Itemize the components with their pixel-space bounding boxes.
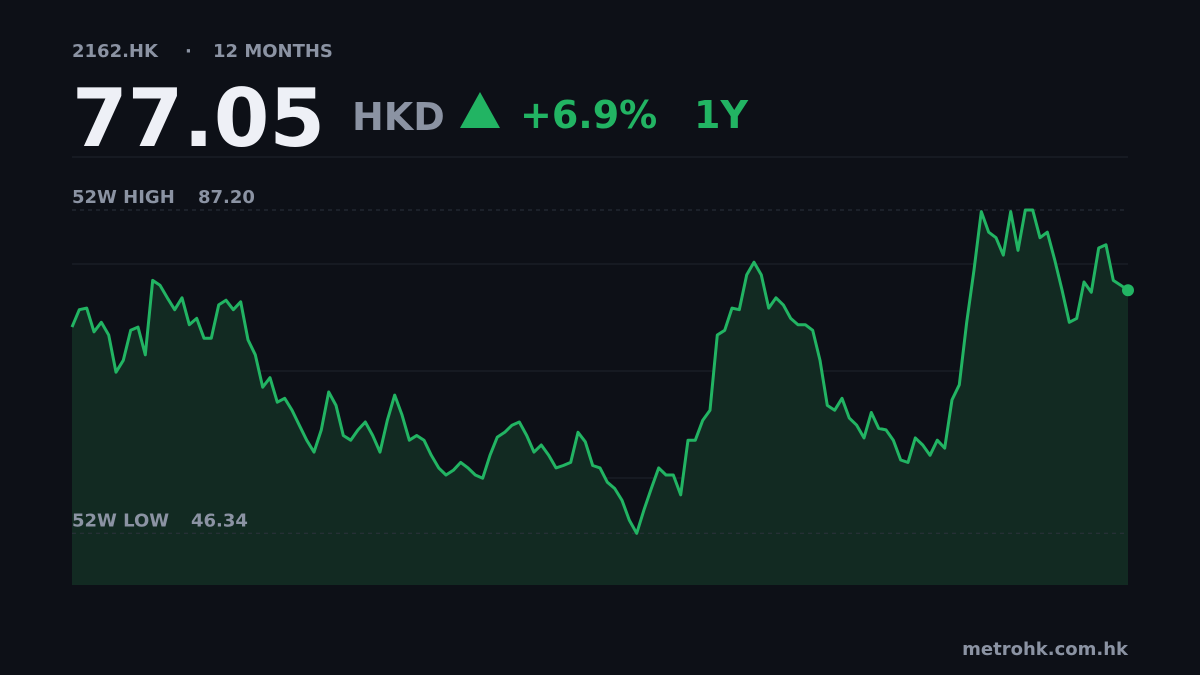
source: metrohk.com.hk [962,639,1129,660]
plot: 52W HIGH 87.20 52W LOW 46.34 [70,187,1134,585]
separator: · [185,41,192,62]
ticker: 2162.HK [72,41,159,62]
range: 1Y [694,93,748,137]
price-line [70,208,1129,535]
high-value: 87.20 [198,187,255,208]
area [72,210,1128,585]
currency: HKD [352,95,445,139]
low-value: 46.34 [191,510,248,531]
high-label: 52W HIGH [72,187,175,208]
last-point [1122,284,1134,297]
change: +6.9% [520,93,657,137]
up-arrow [460,92,500,128]
period: 12 MONTHS [213,41,333,62]
low-label: 52W LOW [72,510,169,531]
price: 77.05 [72,72,325,165]
